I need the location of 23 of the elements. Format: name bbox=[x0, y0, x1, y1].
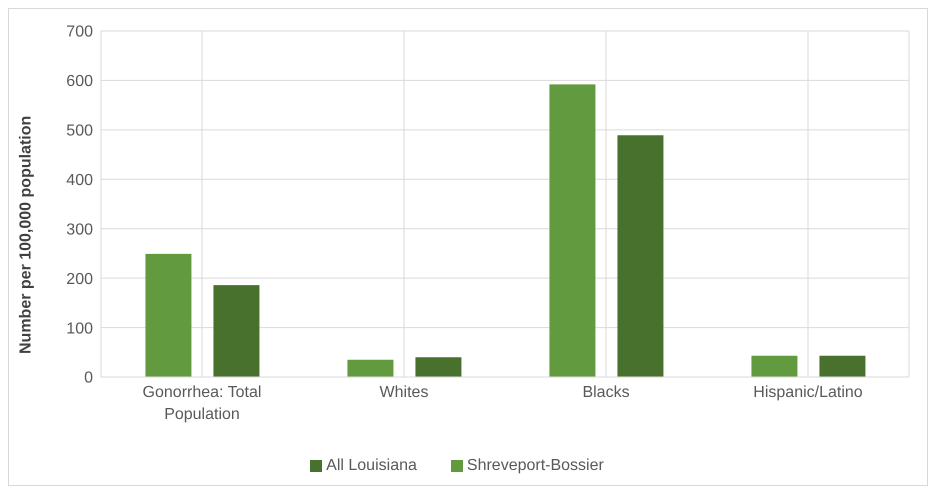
y-axis-title: Number per 100,000 population bbox=[18, 116, 35, 354]
x-tick-label: Hispanic/Latino bbox=[753, 384, 863, 401]
bar bbox=[549, 84, 596, 377]
x-tick-label: Whites bbox=[380, 384, 428, 401]
y-tick-label: 200 bbox=[66, 270, 94, 288]
bar bbox=[751, 356, 798, 377]
y-tick-label: 400 bbox=[66, 172, 94, 189]
y-tick-label: 0 bbox=[84, 370, 94, 387]
legend-label: Shreveport-Bossier bbox=[466, 457, 604, 474]
y-tick-label: 300 bbox=[66, 221, 94, 238]
bar bbox=[145, 254, 192, 377]
bar bbox=[617, 135, 664, 377]
y-tick-label: 500 bbox=[66, 122, 94, 140]
x-tick-label: Blacks bbox=[582, 384, 630, 401]
bar bbox=[213, 285, 260, 377]
bar bbox=[819, 356, 866, 377]
bar bbox=[415, 357, 462, 377]
y-tick-label: 700 bbox=[66, 24, 94, 41]
bar bbox=[347, 360, 394, 377]
x-tick-label: Gonorrhea: Total Population bbox=[142, 384, 262, 423]
y-tick-label: 600 bbox=[66, 73, 94, 90]
legend-label: All Louisiana bbox=[326, 457, 417, 474]
y-tick-label: 100 bbox=[66, 320, 94, 338]
